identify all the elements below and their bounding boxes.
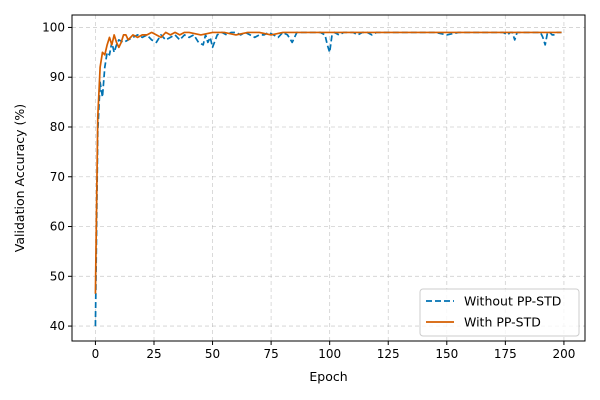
x-tick-label: 150 — [435, 347, 458, 361]
x-tick-label: 100 — [318, 347, 341, 361]
series-line-1 — [94, 31, 562, 294]
y-tick-label: 60 — [50, 220, 65, 234]
x-tick-label: 125 — [377, 347, 400, 361]
legend-box — [419, 288, 580, 337]
y-axis: 40 50 60 70 80 90 100 — [42, 20, 72, 333]
x-tick-label: 175 — [494, 347, 517, 361]
y-tick-label: 100 — [42, 20, 65, 34]
legend-label-1: With PP-STD — [464, 315, 541, 330]
x-axis-label: Epoch — [309, 369, 347, 384]
legend: Without PP-STD With PP-STD — [419, 288, 580, 337]
y-tick-label: 80 — [50, 120, 65, 134]
y-axis-label: Validation Accuracy (%) — [12, 104, 27, 252]
x-axis: 0 25 50 75 100 125 150 175 200 — [92, 341, 575, 361]
x-tick-label: 50 — [205, 347, 220, 361]
x-tick-label: 25 — [146, 347, 161, 361]
y-tick-label: 50 — [50, 269, 65, 283]
x-tick-label: 0 — [92, 347, 100, 361]
series-layer — [94, 31, 562, 327]
y-tick-label: 40 — [50, 319, 65, 333]
series-line-0 — [94, 31, 562, 327]
x-tick-label: 200 — [552, 347, 575, 361]
x-tick-label: 75 — [263, 347, 278, 361]
plot-frame — [71, 14, 586, 342]
legend-label-0: Without PP-STD — [464, 294, 561, 309]
y-tick-label: 90 — [50, 70, 65, 84]
y-tick-label: 70 — [50, 170, 65, 184]
grid-layer — [72, 15, 585, 341]
